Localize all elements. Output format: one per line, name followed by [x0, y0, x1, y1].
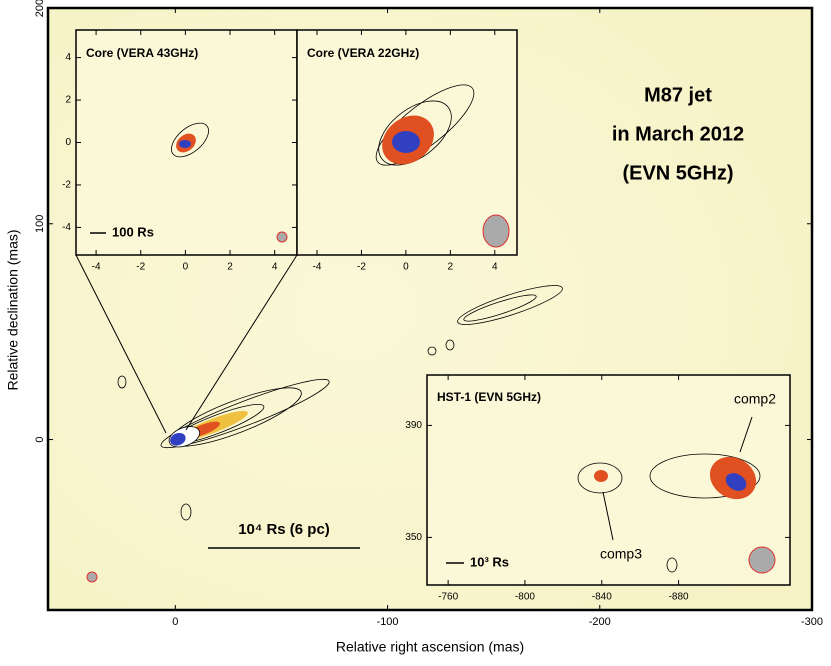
x-tick-label: -300 — [801, 616, 823, 628]
y-tick-label: 2 — [65, 95, 71, 106]
y-tick-label: 390 — [405, 420, 422, 431]
x-tick-label: -2 — [136, 262, 145, 273]
x-tick-label: -4 — [313, 262, 322, 273]
y-tick-label: 200 — [34, 0, 46, 17]
x-tick-label: 4 — [272, 262, 278, 273]
zoom-line — [75, 254, 167, 434]
component-label: comp2 — [734, 391, 776, 407]
y-tick-label: 0 — [34, 436, 46, 442]
y-tick-label: -2 — [62, 180, 71, 191]
inset-title: Core (VERA 22GHz) — [307, 46, 419, 60]
x-tick-label: -840 — [592, 592, 612, 603]
map-frame — [46, 6, 814, 612]
jet-contours — [86, 285, 563, 583]
y-tick-label: 100 — [34, 215, 46, 233]
scale-bar-label: 100 Rs — [112, 224, 154, 239]
y-axis-label: Relative declination (mas) — [5, 229, 21, 390]
title-line: in March 2012 — [612, 123, 744, 145]
x-tick-label: -880 — [669, 592, 689, 603]
y-tick-label: 4 — [65, 52, 71, 63]
zoom-line — [185, 254, 298, 431]
core-22-contours — [375, 84, 510, 248]
scale-bar-label: 10³ Rs — [470, 554, 509, 569]
x-tick-label: 2 — [227, 262, 233, 273]
y-tick-label: 0 — [65, 137, 71, 148]
core-43-contours — [90, 122, 288, 243]
x-tick-label: -800 — [515, 592, 535, 603]
x-tick-label: -200 — [589, 616, 611, 628]
inset-title: HST-1 (EVN 5GHz) — [437, 390, 541, 404]
inset-title: Core (VERA 43GHz) — [86, 46, 198, 60]
x-tick-label: -2 — [357, 262, 366, 273]
hst1-contours — [446, 416, 776, 574]
x-tick-label: -760 — [438, 592, 458, 603]
x-tick-label: 4 — [492, 262, 498, 273]
x-axis-label: Relative right ascension (mas) — [336, 639, 524, 655]
title-line: (EVN 5GHz) — [622, 162, 733, 184]
x-tick-label: -100 — [377, 616, 399, 628]
title-line: M87 jet — [644, 84, 712, 106]
component-label: comp3 — [600, 546, 642, 562]
x-tick-label: 0 — [172, 616, 178, 628]
y-tick-label: 350 — [405, 532, 422, 543]
x-tick-label: 0 — [183, 262, 189, 273]
x-tick-label: 0 — [403, 262, 409, 273]
y-tick-label: -4 — [62, 222, 71, 233]
x-tick-label: -4 — [92, 262, 101, 273]
x-tick-label: 2 — [448, 262, 454, 273]
scale-bar-label: 10⁴ Rs (6 pc) — [238, 521, 330, 538]
